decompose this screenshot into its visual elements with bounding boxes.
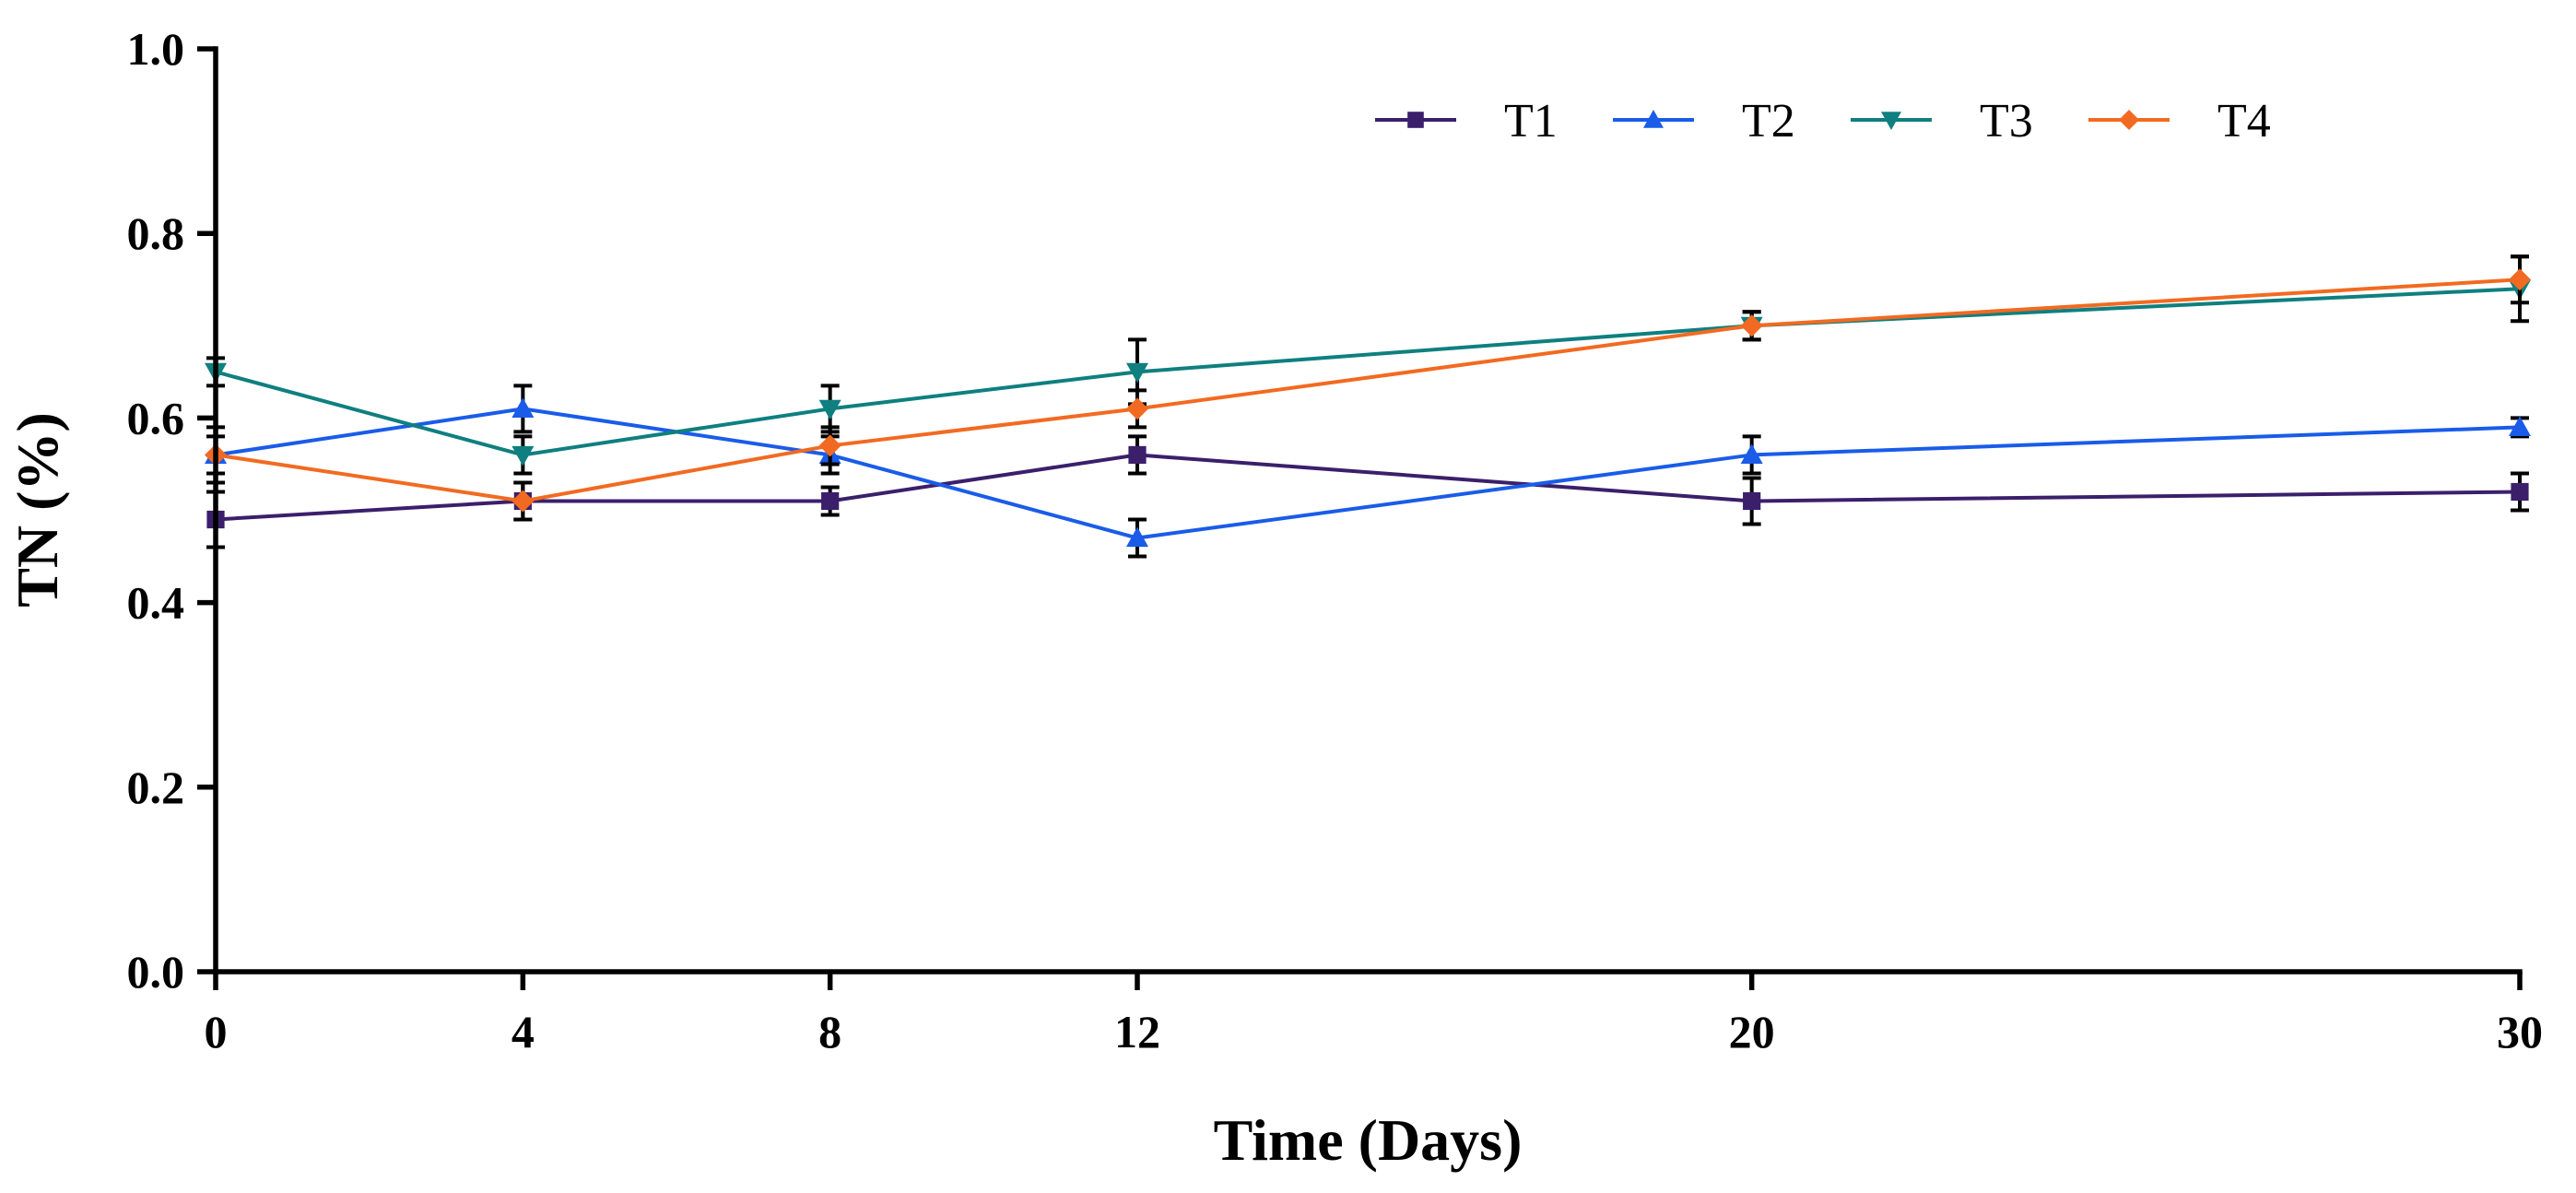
legend-marker xyxy=(1407,112,1424,128)
series-layer xyxy=(205,254,2531,559)
series-t4 xyxy=(205,254,2531,522)
x-tick-label: 0 xyxy=(205,1006,228,1057)
y-tick-label: 1.0 xyxy=(127,23,185,75)
y-tick-label: 0.2 xyxy=(127,762,185,813)
legend-marker xyxy=(2119,110,2139,130)
data-point xyxy=(512,445,535,467)
data-point xyxy=(512,490,535,513)
y-tick-label: 0.8 xyxy=(127,207,185,259)
legend-label: T1 xyxy=(1504,95,1558,148)
legend-item-t3: T3 xyxy=(1851,95,2033,148)
series-line-t1 xyxy=(215,453,2521,522)
x-tick-label: 30 xyxy=(2497,1006,2543,1057)
axes xyxy=(213,46,2523,974)
x-tick-label: 12 xyxy=(1114,1006,1160,1057)
legend-item-t1: T1 xyxy=(1375,95,1558,148)
data-point xyxy=(821,491,840,511)
data-point xyxy=(1740,314,1763,337)
x-tick-label: 20 xyxy=(1729,1006,1775,1057)
legend-label: T3 xyxy=(1980,95,2033,148)
y-tick-label: 0.0 xyxy=(127,946,185,998)
data-point xyxy=(512,397,535,418)
series-t1 xyxy=(206,434,2529,549)
y-axis-title: TN (%) xyxy=(5,412,70,608)
data-point xyxy=(2509,416,2531,437)
x-tick-label: 8 xyxy=(818,1006,841,1057)
ticks: 0.0 0.2 0.4 0.6 0.8 1.0 0 4 8 12 20 30 xyxy=(127,23,2544,1057)
data-point xyxy=(1128,445,1147,465)
data-point xyxy=(1126,362,1148,384)
series-line-t2 xyxy=(215,407,2521,540)
data-point xyxy=(1740,443,1763,465)
legend-label: T2 xyxy=(1742,95,1795,148)
legend-item-t2: T2 xyxy=(1613,95,1795,148)
legend-marker xyxy=(1643,110,1664,128)
data-point xyxy=(1126,397,1148,420)
legend-label: T4 xyxy=(2217,95,2271,148)
data-point xyxy=(818,434,841,457)
series-line-t4 xyxy=(215,278,2521,503)
data-point xyxy=(818,399,841,420)
y-tick-label: 0.4 xyxy=(127,577,185,629)
legend: T1 T2 T3 T4 xyxy=(1375,95,2271,148)
x-tick-label: 4 xyxy=(512,1006,535,1057)
data-point xyxy=(1126,526,1148,548)
legend-item-t4: T4 xyxy=(2088,95,2271,148)
x-axis-title: Time (Days) xyxy=(1214,1107,1523,1173)
y-tick-label: 0.6 xyxy=(127,392,185,443)
data-point xyxy=(1743,491,1761,511)
data-point xyxy=(2511,482,2529,502)
data-point xyxy=(2509,268,2531,291)
series-line-t3 xyxy=(215,287,2521,457)
legend-marker xyxy=(1881,112,1901,130)
